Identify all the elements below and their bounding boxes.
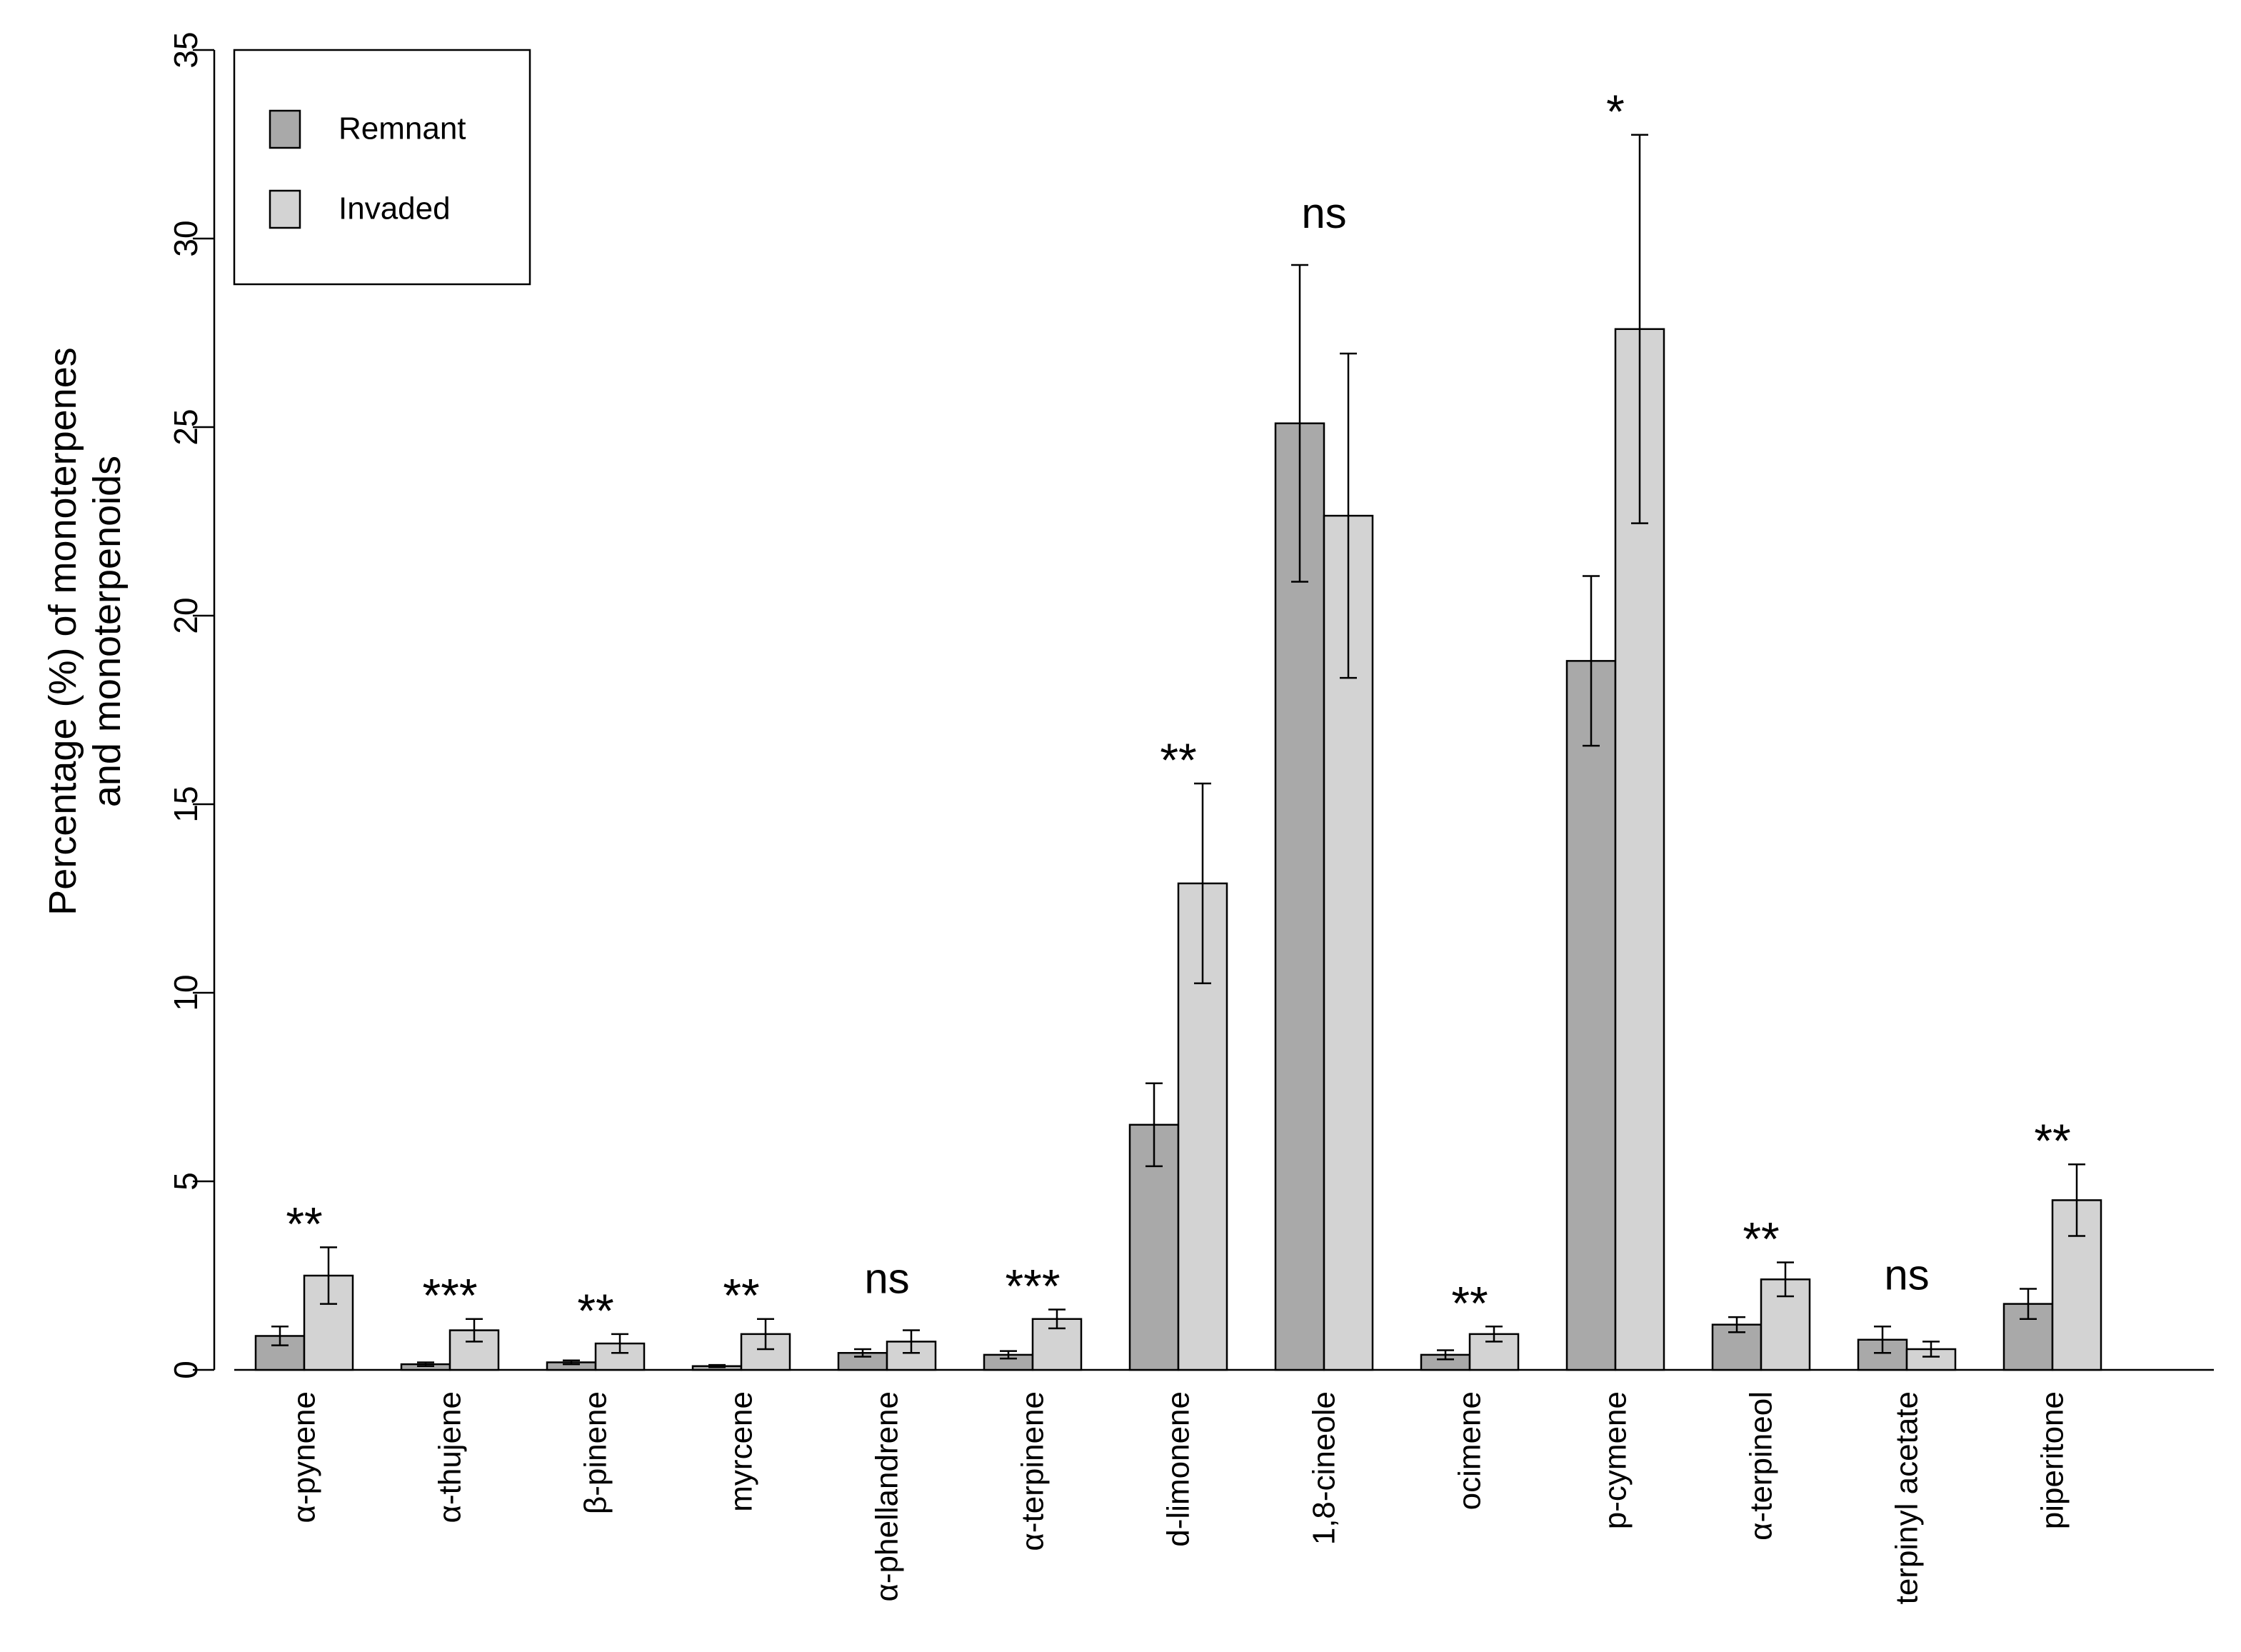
x-tick-label: α-phellandrene [870, 1391, 905, 1602]
significance-label: ** [1451, 1276, 1488, 1329]
significance-label: ** [723, 1269, 759, 1322]
y-tick-label: 20 [167, 597, 204, 634]
x-tick-label: β-pinene [578, 1391, 613, 1514]
significance-label: * [1606, 85, 1625, 138]
y-axis-label: Percentage (%) of monoterpenes and monote… [41, 347, 129, 915]
x-tick-label: α-thujene [433, 1391, 468, 1523]
significance-label: ** [1160, 734, 1196, 786]
y-tick-label: 30 [167, 220, 204, 256]
x-tick-label: α-terpineol [1744, 1391, 1779, 1541]
legend-box [233, 49, 531, 286]
legend-label-remnant: Remnant [339, 111, 466, 146]
significance-label: ** [577, 1284, 613, 1337]
x-tick-label: α-terpinene [1016, 1391, 1051, 1551]
x-tick-label: ocimene [1453, 1391, 1488, 1510]
y-axis-label-line: Percentage (%) of monoterpenes [41, 347, 84, 915]
x-tick-label: d-limonene [1161, 1391, 1196, 1547]
significance-label: *** [422, 1269, 477, 1322]
y-axis: 0 5 10 15 20 25 30 35 [167, 31, 216, 1379]
y-tick-label: 15 [167, 786, 204, 822]
significance-labels: ***** ** ** ns *****ns*****ns** [286, 85, 2070, 1337]
x-tick-labels: α-pynene α-thujene β-pinene myrcene α-phella… [287, 1391, 2070, 1604]
y-tick-label: 0 [167, 1361, 204, 1379]
y-tick-label: 35 [167, 31, 204, 68]
x-tick-label: 1,8-cineole [1307, 1391, 1342, 1545]
significance-label: *** [1005, 1260, 1060, 1313]
legend-swatch-remnant [269, 109, 301, 149]
y-tick-label: 25 [167, 409, 204, 445]
x-tick-label: p-cymene [1598, 1391, 1633, 1529]
y-tick-label: 10 [167, 974, 204, 1011]
y-axis-label-line: and monoterpenoids [86, 456, 129, 807]
x-tick-label: terpinyl acetate [1890, 1391, 1925, 1604]
bar-remnant [1565, 660, 1617, 1371]
y-tick-label: 5 [167, 1172, 204, 1191]
significance-label: ns [1884, 1251, 1929, 1298]
x-tick-label: α-pynene [287, 1391, 322, 1523]
significance-label: ** [2034, 1114, 2070, 1167]
error-bars [271, 134, 2085, 1368]
legend-label-invaded: Invaded [339, 191, 451, 226]
significance-label: ns [864, 1255, 909, 1303]
bars [254, 328, 2102, 1371]
significance-label: ns [1301, 189, 1346, 237]
legend: Remnant Invaded [233, 49, 531, 286]
significance-label: ** [1743, 1213, 1779, 1266]
legend-swatch-invaded [269, 189, 301, 229]
x-tick-label: myrcene [724, 1391, 759, 1512]
significance-label: ** [286, 1197, 322, 1250]
x-tick-label: piperitone [2035, 1391, 2070, 1529]
